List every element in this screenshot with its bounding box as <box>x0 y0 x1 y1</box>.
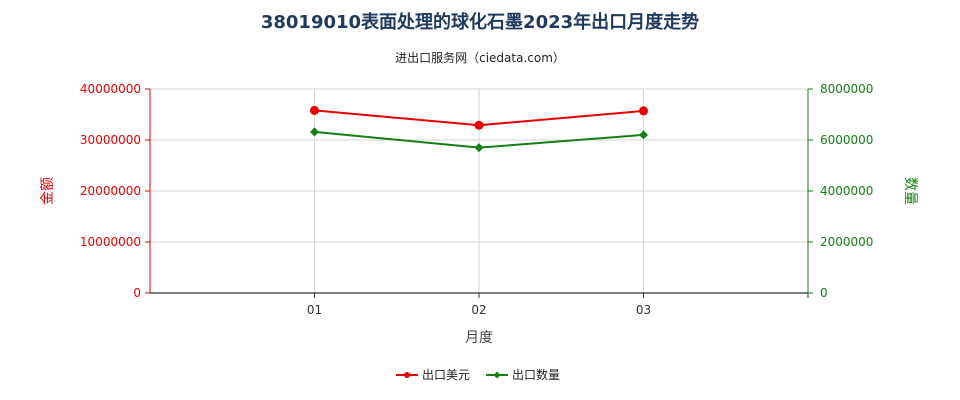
data-point <box>310 127 319 137</box>
data-point <box>474 143 484 153</box>
y-left-tick-label: 30000000 <box>80 133 141 147</box>
data-point <box>639 106 648 116</box>
chart-title: 38019010表面处理的球化石墨2023年出口月度走势 <box>261 11 699 33</box>
grid-lines <box>150 88 808 294</box>
y-right-tick-label: 0 <box>820 286 828 300</box>
axes <box>145 88 813 298</box>
y-left-tick-label: 40000000 <box>80 82 141 96</box>
x-tick-label: 03 <box>636 303 651 317</box>
series-group <box>310 105 648 153</box>
data-point <box>310 105 319 115</box>
tick-labels: 0 0 10000000 2000000 20000000 4000000 30000000… <box>80 82 874 317</box>
legend-label: 出口美元 <box>422 368 470 382</box>
x-tick-label: 01 <box>307 303 322 317</box>
y-right-tick-label: 6000000 <box>820 133 873 147</box>
x-axis-label: 月度 <box>465 330 493 346</box>
data-point <box>474 120 484 130</box>
x-tick-label: 02 <box>471 303 486 317</box>
legend-label: 出口数量 <box>512 367 560 382</box>
legend-marker <box>493 371 501 379</box>
y-axis-left-label: 金额 <box>40 177 56 205</box>
legend-marker <box>404 372 410 378</box>
y-left-tick-label: 10000000 <box>80 235 141 249</box>
y-right-tick-label: 8000000 <box>820 82 873 96</box>
y-left-tick-label: 20000000 <box>80 184 141 198</box>
y-left-tick-label: 0 <box>133 286 141 300</box>
y-right-tick-label: 2000000 <box>820 235 873 249</box>
y-axis-right-label: 数量 <box>902 177 918 205</box>
legend: 出口美元 出口数量 <box>396 367 560 382</box>
data-point <box>639 130 648 140</box>
y-right-tick-label: 4000000 <box>820 184 873 198</box>
chart-subtitle: 进出口服务网（ciedata.com） <box>395 50 565 65</box>
